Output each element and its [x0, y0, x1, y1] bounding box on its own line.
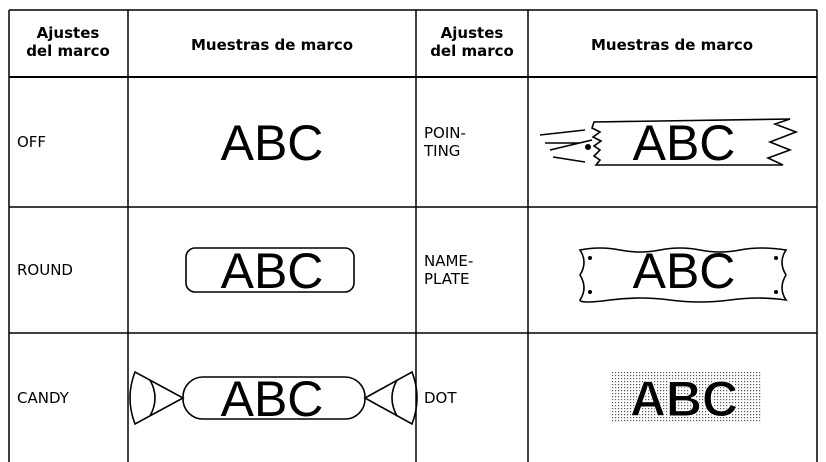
frame-sample: ABC [630, 371, 738, 427]
frames [129, 118, 799, 426]
table-grid [8, 9, 818, 462]
header-cell: Muestras de marco [191, 36, 353, 54]
frame-setting: OFF [17, 133, 46, 151]
frame-sample: ABC [633, 115, 736, 171]
header-cell: del marco [26, 42, 110, 60]
frame-setting: ROUND [17, 261, 73, 279]
frame-setting: PLATE [424, 270, 469, 288]
frame-sample: ABC [221, 371, 324, 427]
frame-setting: NAME- [424, 252, 473, 270]
frame-sample: ABC [221, 115, 324, 171]
frame-setting: DOT [424, 389, 457, 407]
header-cell: Ajustes [441, 24, 504, 42]
header-cell: Ajustes [37, 24, 100, 42]
header-cell: Muestras de marco [591, 36, 753, 54]
frame-setting: CANDY [17, 389, 70, 407]
frame-sample: ABC [221, 243, 324, 299]
frame-setting: POIN- [424, 124, 466, 142]
header-cell: del marco [430, 42, 514, 60]
frame-setting: TING [423, 142, 460, 160]
frame-sample: ABC [633, 243, 736, 299]
